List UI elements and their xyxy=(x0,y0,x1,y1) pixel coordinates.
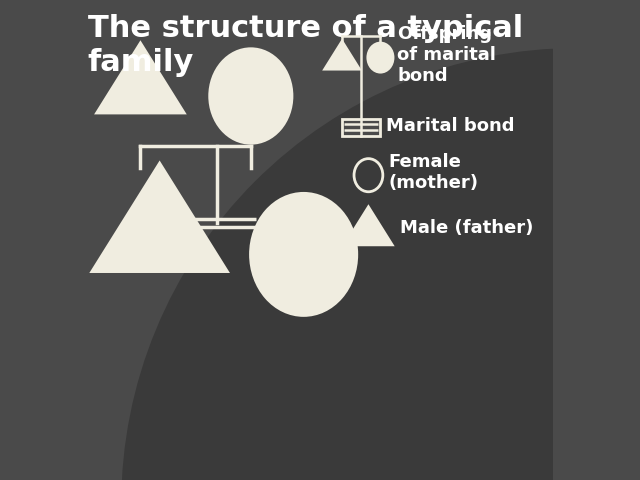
Text: Offspring
of marital
bond: Offspring of marital bond xyxy=(397,25,496,85)
Polygon shape xyxy=(97,44,184,113)
Text: Female
(mother): Female (mother) xyxy=(388,154,479,192)
Ellipse shape xyxy=(367,43,394,72)
Polygon shape xyxy=(92,164,227,271)
Polygon shape xyxy=(324,41,360,70)
Ellipse shape xyxy=(251,193,356,315)
FancyBboxPatch shape xyxy=(342,119,380,136)
Text: Male (father): Male (father) xyxy=(399,219,533,237)
Wedge shape xyxy=(121,48,577,480)
Ellipse shape xyxy=(210,49,292,143)
Text: The structure of a typical
family: The structure of a typical family xyxy=(88,14,523,77)
Text: Marital bond: Marital bond xyxy=(386,117,515,135)
Polygon shape xyxy=(344,206,392,245)
